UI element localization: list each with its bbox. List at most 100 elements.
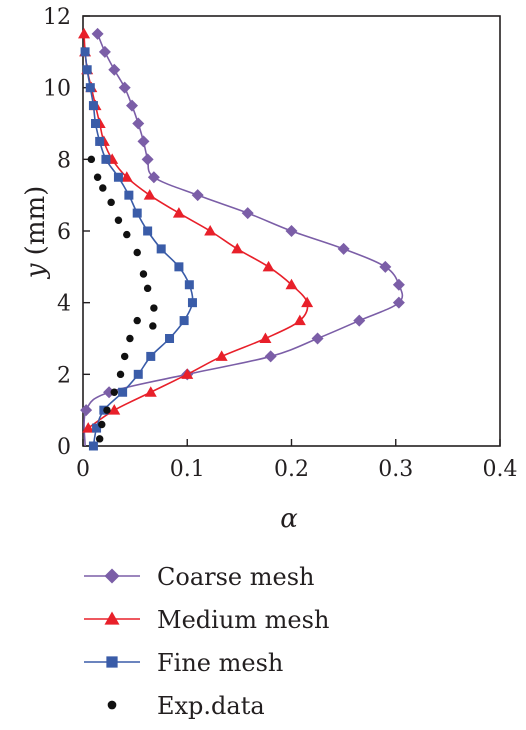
data-point-coarse-mesh: [137, 135, 150, 148]
data-point-coarse-mesh: [392, 278, 405, 291]
data-point-medium-mesh: [262, 260, 275, 272]
data-point-medium-mesh: [231, 242, 244, 254]
data-point-fine-mesh: [146, 351, 156, 361]
data-point-exp-data: [87, 155, 96, 164]
data-point-fine-mesh: [113, 172, 123, 182]
data-point-fine-mesh: [132, 208, 142, 218]
data-point-fine-mesh: [92, 423, 102, 433]
data-point-coarse-mesh: [241, 207, 254, 220]
legend-item-exp-data: Exp.data: [107, 692, 265, 720]
tick-labels: 0 0.1 0.2 0.3 0.4 0 2 4 6 8 10 12: [43, 5, 518, 482]
data-point-fine-mesh: [179, 316, 189, 326]
data-point-coarse-mesh: [337, 242, 350, 255]
data-point-exp-data: [99, 184, 107, 192]
data-point-coarse-mesh: [285, 225, 298, 237]
data-point-fine-mesh: [88, 441, 98, 451]
data-point-fine-mesh: [88, 101, 98, 111]
data-point-exp-data: [95, 435, 104, 443]
series-coarse-mesh: [80, 27, 405, 447]
legend-item-fine-mesh: Fine mesh: [84, 649, 283, 677]
data-point-coarse-mesh: [118, 81, 131, 94]
legend-marker: [104, 568, 120, 584]
data-point-coarse-mesh: [147, 171, 160, 184]
y-tick-label: 0: [57, 435, 71, 460]
data-point-coarse-mesh: [141, 153, 154, 166]
data-point-coarse-mesh: [103, 386, 116, 399]
series-line-coarse-mesh: [83, 33, 404, 447]
data-point-medium-mesh: [143, 189, 156, 200]
data-point-fine-mesh: [184, 280, 194, 290]
data-point-fine-mesh: [174, 262, 184, 272]
data-point-fine-mesh: [101, 154, 111, 164]
data-point-coarse-mesh: [132, 117, 145, 130]
data-point-exp-data: [133, 316, 141, 325]
x-tick-label: 0: [76, 457, 90, 482]
data-point-fine-mesh: [156, 244, 166, 254]
data-point-exp-data: [150, 304, 158, 312]
x-tick-label: 0.1: [170, 457, 205, 482]
series-layer: [78, 27, 405, 451]
data-point-fine-mesh: [165, 334, 175, 343]
legend-label: Coarse mesh: [157, 563, 314, 591]
x-tick-label: 0.2: [274, 457, 309, 482]
data-point-coarse-mesh: [353, 314, 366, 327]
data-point-fine-mesh: [187, 298, 197, 308]
legend-label: Fine mesh: [157, 649, 283, 677]
data-point-coarse-mesh: [264, 350, 277, 363]
data-point-fine-mesh: [91, 119, 101, 128]
y-tick-label: 8: [57, 148, 71, 173]
data-point-exp-data: [143, 284, 152, 293]
y-axis-label-unit: (mm): [21, 186, 51, 264]
data-point-medium-mesh: [108, 404, 121, 415]
series-exp-data: [87, 155, 158, 443]
data-point-exp-data: [120, 352, 129, 361]
legend-marker: [107, 700, 117, 710]
data-point-exp-data: [139, 270, 148, 278]
legend-marker: [106, 656, 118, 668]
legend-item-coarse-mesh: Coarse mesh: [84, 563, 314, 591]
y-tick-label: 4: [57, 292, 71, 317]
data-point-fine-mesh: [80, 47, 90, 57]
data-point-medium-mesh: [120, 171, 133, 182]
y-tick-label: 6: [57, 220, 71, 245]
x-tick-label: 0.3: [378, 457, 413, 482]
data-point-coarse-mesh: [311, 332, 324, 345]
data-point-exp-data: [123, 230, 131, 239]
data-point-exp-data: [126, 334, 134, 343]
data-point-medium-mesh: [204, 225, 217, 236]
series-fine-mesh: [80, 47, 197, 451]
data-point-medium-mesh: [78, 27, 91, 39]
data-point-exp-data: [107, 198, 115, 207]
data-point-coarse-mesh: [98, 45, 111, 58]
data-point-coarse-mesh: [191, 189, 204, 202]
data-point-medium-mesh: [293, 314, 306, 326]
data-point-exp-data: [149, 322, 157, 330]
data-point-coarse-mesh: [392, 296, 405, 309]
data-point-medium-mesh: [144, 386, 157, 397]
legend-label: Exp.data: [157, 692, 265, 720]
data-point-exp-data: [110, 388, 118, 396]
data-point-coarse-mesh: [125, 99, 138, 112]
y-tick-label: 12: [43, 5, 71, 30]
data-point-medium-mesh: [82, 422, 95, 433]
legend-item-medium-mesh: Medium mesh: [84, 606, 329, 634]
data-point-medium-mesh: [285, 278, 298, 290]
data-point-exp-data: [93, 173, 102, 181]
x-tick-label: 0.4: [483, 457, 518, 482]
data-point-medium-mesh: [215, 350, 228, 361]
legend-marker: [104, 611, 120, 625]
data-point-exp-data: [114, 216, 123, 224]
data-point-coarse-mesh: [108, 63, 121, 76]
data-point-fine-mesh: [95, 136, 105, 146]
y-tick-label: 10: [43, 77, 71, 102]
data-point-medium-mesh: [172, 207, 185, 218]
data-point-fine-mesh: [124, 190, 134, 200]
legend-label: Medium mesh: [157, 606, 329, 634]
data-point-coarse-mesh: [379, 260, 392, 273]
data-point-fine-mesh: [133, 369, 143, 379]
series-line-fine-mesh: [84, 51, 194, 447]
y-axis-label-var: y: [21, 263, 51, 279]
data-point-exp-data: [116, 370, 125, 379]
series-line-medium-mesh: [83, 33, 309, 429]
data-point-coarse-mesh: [80, 404, 93, 417]
